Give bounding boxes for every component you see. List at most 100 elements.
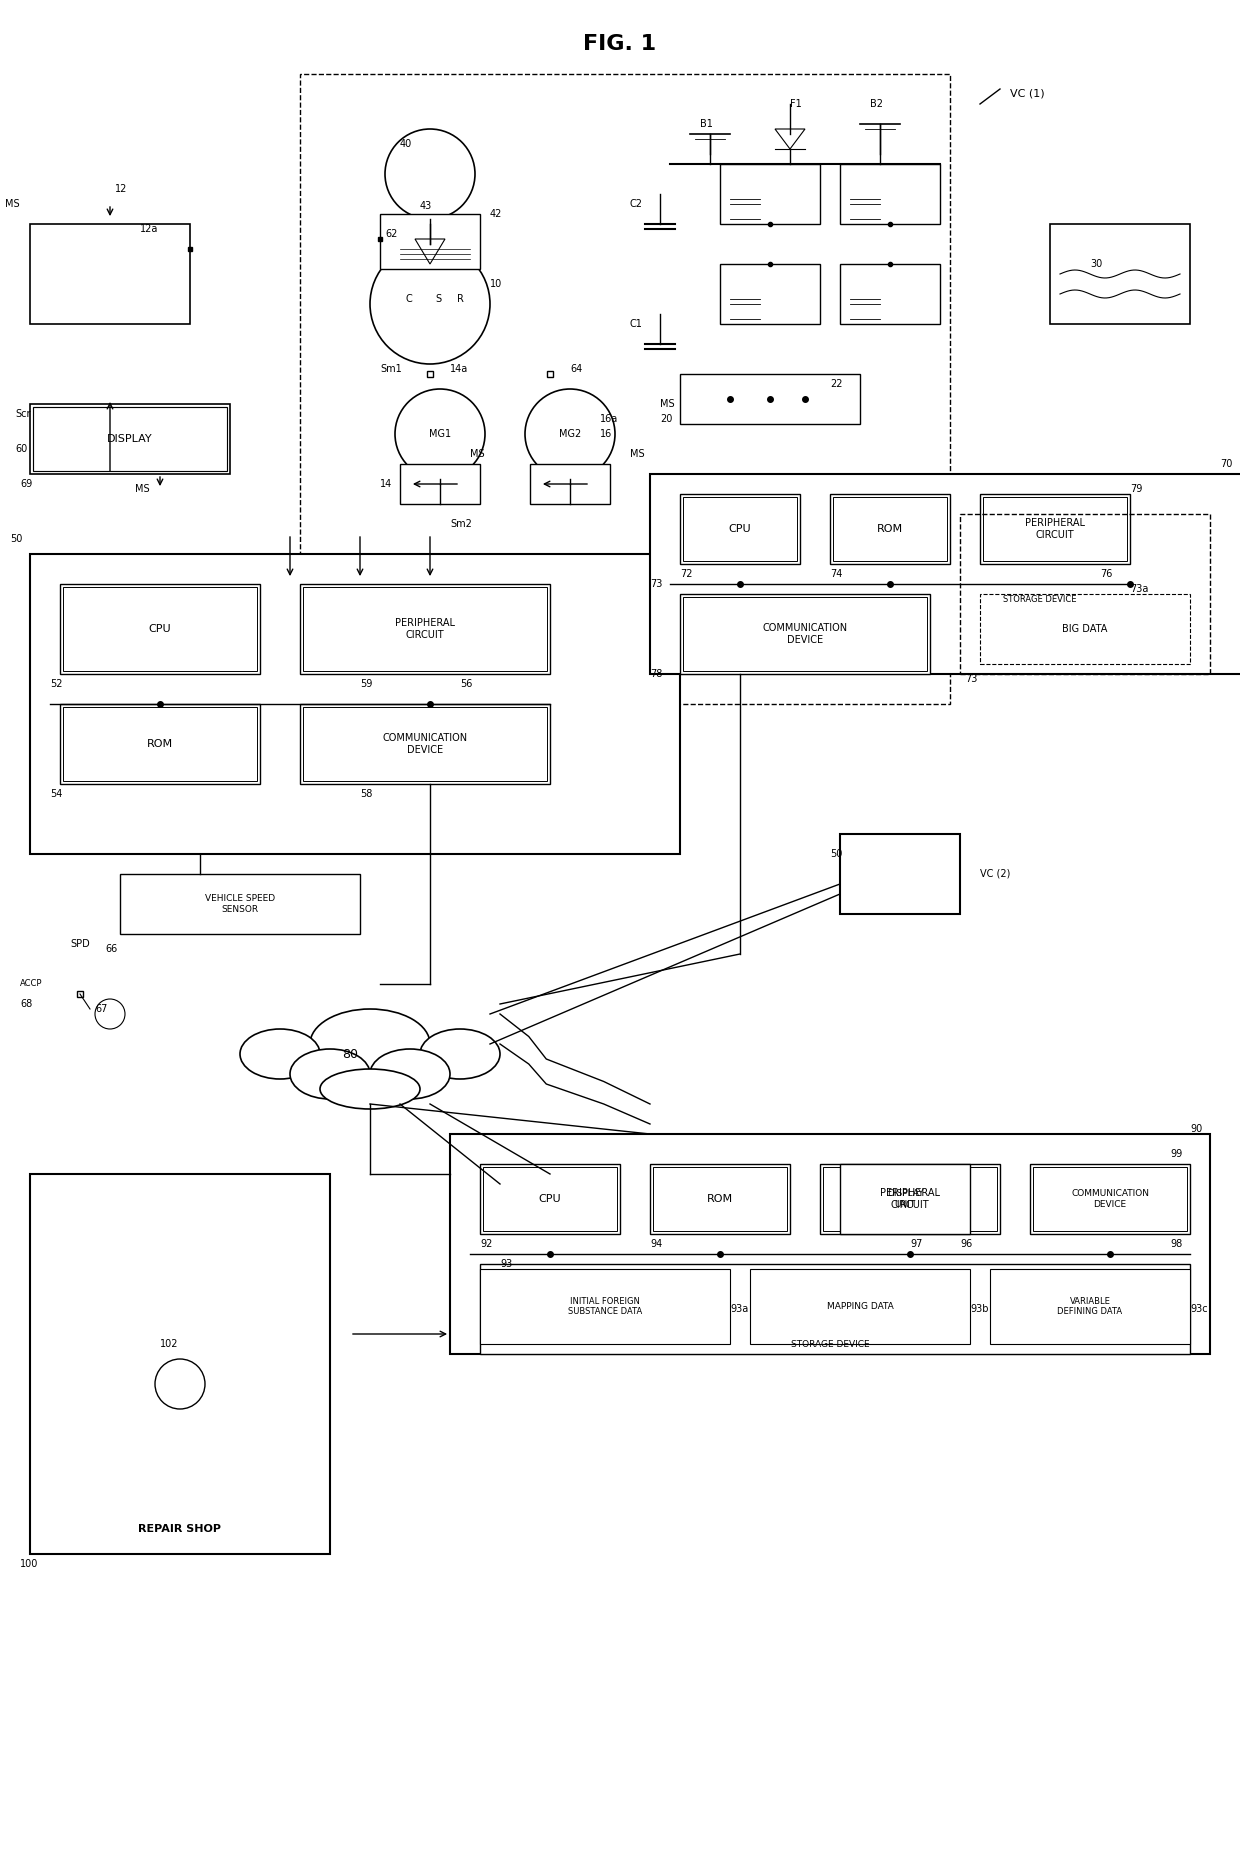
Text: B2: B2 [870, 98, 883, 109]
Text: 74: 74 [830, 569, 842, 578]
Bar [401, 464, 480, 504]
Text: 96: 96 [960, 1238, 972, 1250]
Bar [379, 213, 480, 269]
Bar [30, 224, 190, 324]
Bar [1050, 224, 1190, 324]
Polygon shape [775, 130, 805, 148]
Bar [33, 408, 227, 471]
Text: 73: 73 [965, 675, 977, 684]
Bar [839, 163, 940, 224]
Bar [529, 464, 610, 504]
Text: DISPLAY
UNIT: DISPLAY UNIT [887, 1188, 924, 1209]
Text: 56: 56 [460, 679, 472, 690]
Text: PERIPHERAL
CIRCUIT: PERIPHERAL CIRCUIT [880, 1188, 940, 1211]
Bar [30, 404, 229, 475]
Text: 43: 43 [420, 200, 433, 211]
Ellipse shape [320, 1070, 420, 1109]
Bar [960, 514, 1210, 675]
Bar [983, 497, 1127, 562]
Bar [300, 584, 551, 675]
Text: 93: 93 [500, 1259, 512, 1268]
Bar [63, 706, 257, 781]
Bar [980, 493, 1130, 564]
Bar [839, 1164, 970, 1235]
Text: 90: 90 [1190, 1124, 1203, 1135]
Text: ROM: ROM [146, 740, 174, 749]
Bar [980, 593, 1190, 664]
Text: VARIABLE
DEFINING DATA: VARIABLE DEFINING DATA [1058, 1296, 1122, 1316]
Text: 70: 70 [1220, 460, 1233, 469]
Text: 40: 40 [401, 139, 412, 148]
Ellipse shape [420, 1029, 500, 1079]
Text: MS: MS [630, 449, 645, 460]
Bar [720, 163, 820, 224]
Text: C: C [405, 295, 412, 304]
Text: COMMUNICATION
DEVICE: COMMUNICATION DEVICE [763, 623, 848, 645]
Text: 54: 54 [50, 790, 62, 799]
Text: SPD: SPD [69, 938, 89, 949]
Text: 12a: 12a [140, 224, 159, 234]
Text: MG1: MG1 [429, 428, 451, 439]
Text: 67: 67 [95, 1005, 108, 1014]
Text: VEHICLE SPEED
SENSOR: VEHICLE SPEED SENSOR [205, 894, 275, 914]
Circle shape [370, 245, 490, 363]
Bar [303, 588, 547, 671]
Text: MG2: MG2 [559, 428, 582, 439]
Text: C1: C1 [630, 319, 642, 328]
Bar [680, 593, 930, 675]
Text: 72: 72 [680, 569, 692, 578]
Text: CPU: CPU [538, 1194, 562, 1203]
Text: 76: 76 [1100, 569, 1112, 578]
Text: 93b: 93b [970, 1303, 988, 1314]
Text: B1: B1 [701, 119, 713, 130]
Bar [1030, 1164, 1190, 1235]
Text: REPAIR SHOP: REPAIR SHOP [139, 1524, 222, 1533]
Text: Sm1: Sm1 [379, 363, 402, 375]
Bar [480, 1268, 730, 1344]
Text: 59: 59 [360, 679, 372, 690]
Text: 10: 10 [490, 278, 502, 289]
Text: VC (1): VC (1) [1011, 89, 1044, 98]
Text: 64: 64 [570, 363, 583, 375]
Text: 79: 79 [1130, 484, 1142, 493]
Text: 80: 80 [342, 1048, 358, 1060]
Circle shape [396, 389, 485, 478]
Bar [820, 1164, 999, 1235]
Bar [60, 584, 260, 675]
Circle shape [95, 999, 125, 1029]
Ellipse shape [310, 1009, 430, 1079]
Text: 93a: 93a [730, 1303, 748, 1314]
Text: COMMUNICATION
DEVICE: COMMUNICATION DEVICE [1071, 1188, 1149, 1209]
Text: 16: 16 [600, 428, 613, 439]
Text: CPU: CPU [729, 525, 751, 534]
Text: 62: 62 [384, 230, 397, 239]
Bar [683, 497, 797, 562]
Text: 50: 50 [10, 534, 22, 543]
Text: 102: 102 [160, 1339, 179, 1350]
Text: COMMUNICATION
DEVICE: COMMUNICATION DEVICE [382, 732, 467, 755]
Text: MAPPING DATA: MAPPING DATA [827, 1302, 893, 1311]
Text: 42: 42 [490, 210, 502, 219]
Bar [990, 1268, 1190, 1344]
Text: Sm2: Sm2 [450, 519, 472, 528]
Text: 92: 92 [480, 1238, 492, 1250]
Text: PERIPHERAL
CIRCUIT: PERIPHERAL CIRCUIT [1025, 519, 1085, 540]
Text: 73: 73 [650, 578, 662, 590]
Bar [839, 834, 960, 914]
Circle shape [384, 130, 475, 219]
Text: INITIAL FOREIGN
SUBSTANCE DATA: INITIAL FOREIGN SUBSTANCE DATA [568, 1296, 642, 1316]
Bar [303, 706, 547, 781]
Text: STORAGE DEVICE: STORAGE DEVICE [791, 1340, 869, 1350]
Bar [720, 263, 820, 324]
Bar [300, 705, 551, 784]
Text: ACCP: ACCP [20, 979, 42, 988]
Text: 93c: 93c [1190, 1303, 1208, 1314]
Text: FIG. 1: FIG. 1 [584, 33, 656, 54]
Bar [1033, 1166, 1187, 1231]
Text: Scr: Scr [15, 410, 31, 419]
Text: R: R [456, 295, 464, 304]
Text: 30: 30 [1090, 260, 1102, 269]
Text: 98: 98 [1171, 1238, 1182, 1250]
Text: BIG DATA: BIG DATA [1063, 625, 1107, 634]
Bar [823, 1166, 997, 1231]
